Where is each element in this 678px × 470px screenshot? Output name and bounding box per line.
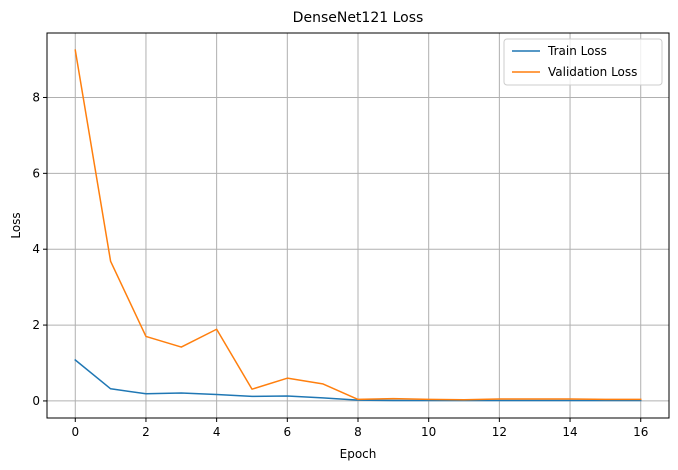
x-axis-label: Epoch <box>340 447 377 461</box>
y-tick-label: 2 <box>32 318 40 332</box>
x-tick-label: 4 <box>213 425 221 439</box>
series-lines <box>74 49 642 402</box>
x-tick-label: 10 <box>421 425 436 439</box>
x-tick-label: 12 <box>492 425 507 439</box>
y-tick-label: 4 <box>32 242 40 256</box>
x-tick-label: 16 <box>633 425 648 439</box>
x-tick-label: 0 <box>71 425 79 439</box>
axis-ticks: 0 2 4 6 8 10 12 14 16 0 2 4 6 8 <box>32 90 648 439</box>
y-tick-label: 0 <box>32 394 40 408</box>
legend: Train Loss Validation Loss <box>503 38 663 86</box>
x-tick-label: 6 <box>283 425 291 439</box>
x-tick-label: 14 <box>562 425 577 439</box>
legend-label: Train Loss <box>547 44 607 58</box>
y-tick-label: 6 <box>32 166 40 180</box>
x-tick-label: 2 <box>142 425 150 439</box>
x-tick-label: 8 <box>354 425 362 439</box>
legend-label: Validation Loss <box>548 65 637 79</box>
y-axis-label: Loss <box>9 212 23 238</box>
series-line-validation-loss <box>74 49 642 401</box>
chart-title: DenseNet121 Loss <box>293 10 424 26</box>
y-tick-label: 8 <box>32 90 40 104</box>
series-line-train-loss <box>74 358 642 402</box>
grid <box>47 33 669 418</box>
legend-box <box>503 38 663 86</box>
